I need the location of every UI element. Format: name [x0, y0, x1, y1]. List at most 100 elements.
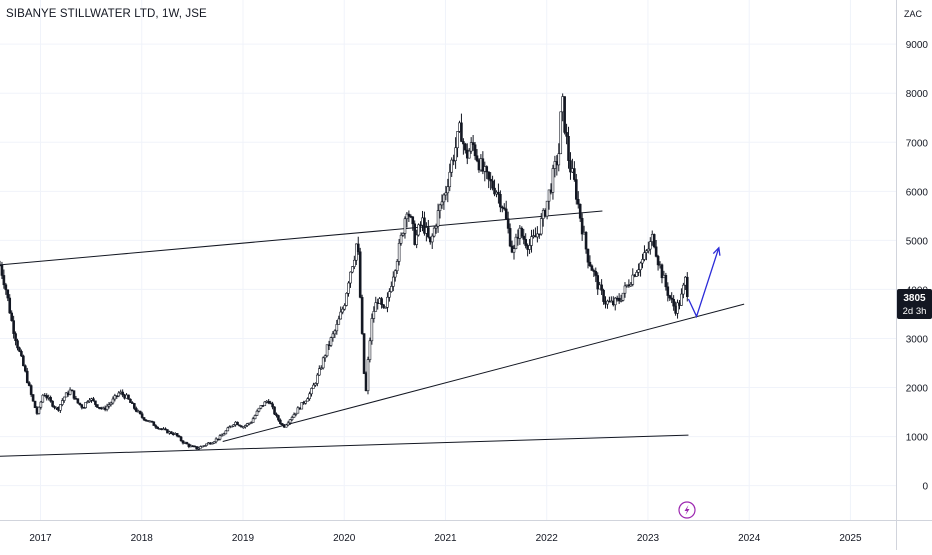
candle-body	[343, 305, 346, 310]
candle-body	[300, 402, 304, 410]
y-tick-label: 8000	[906, 89, 929, 100]
y-tick-label: 9000	[906, 40, 929, 51]
candle-body	[269, 402, 272, 405]
candle-body	[88, 399, 91, 402]
candle-body	[341, 308, 344, 313]
candle-body	[430, 235, 434, 243]
trendlines[interactable]	[0, 210, 745, 457]
candle-body	[273, 406, 276, 415]
chart-title-text: SIBANYE STILLWATER LTD, 1W, JSE	[6, 8, 207, 20]
candle-body	[2, 275, 6, 286]
trendline-rising-support[interactable]	[222, 303, 745, 442]
candle-body	[117, 392, 121, 397]
candle-body	[318, 368, 321, 376]
y-tick-label: 2000	[906, 384, 929, 395]
candle-body	[337, 318, 341, 325]
candle-body	[576, 199, 580, 205]
candle-body	[306, 398, 309, 402]
candle-body	[415, 234, 418, 245]
candle-body	[403, 218, 407, 234]
candle-body	[623, 285, 627, 294]
candle-body	[33, 400, 37, 409]
x-tick-label: 2025	[839, 533, 862, 544]
candle-body	[8, 297, 12, 314]
candle-body	[524, 239, 527, 246]
candle-body	[4, 284, 8, 291]
candle-body	[152, 421, 156, 426]
candle-body	[242, 426, 245, 429]
candle-body	[275, 413, 278, 416]
candle-body	[374, 302, 378, 312]
candle-body	[156, 426, 160, 429]
candle-body	[491, 180, 494, 189]
candle-body	[94, 400, 97, 405]
trendline-long-base[interactable]	[0, 434, 689, 457]
x-tick-label: 2019	[232, 533, 255, 544]
candle-body	[251, 418, 255, 423]
candle-body	[617, 297, 621, 302]
candle-body	[434, 225, 438, 229]
candle-body	[284, 424, 288, 428]
candle-body	[432, 227, 436, 237]
candle-body	[487, 171, 490, 180]
y-tick-label: 5000	[906, 236, 929, 247]
candle-body	[238, 424, 241, 427]
candle-body	[508, 228, 512, 247]
candle-body	[397, 242, 401, 262]
candle-body	[107, 404, 111, 407]
candle-body	[286, 422, 290, 426]
candle-body	[323, 355, 327, 359]
candle-body	[471, 142, 475, 146]
candle-body	[522, 235, 526, 240]
candle-body	[177, 435, 181, 438]
candle-body	[59, 404, 62, 411]
projection-arrow[interactable]	[687, 246, 721, 319]
candle-body	[64, 392, 68, 398]
candle-body	[569, 160, 572, 173]
candle-body	[401, 233, 405, 236]
candle-body	[380, 298, 383, 305]
candle-body	[619, 300, 623, 302]
candle-body	[351, 266, 354, 273]
candle-body	[349, 271, 352, 284]
candle-body	[413, 223, 417, 245]
candle-body	[444, 192, 448, 196]
grid	[0, 0, 896, 520]
candle-body	[78, 402, 82, 405]
x-tick-label: 2020	[333, 533, 356, 544]
candle-body	[520, 227, 524, 237]
candle-body	[279, 419, 282, 424]
candle-body	[399, 234, 403, 244]
candle-body	[448, 171, 452, 188]
candle-body	[271, 403, 274, 408]
candle-body	[170, 431, 173, 434]
candle-body	[567, 136, 570, 161]
candle-body	[530, 236, 533, 246]
candle-body	[631, 274, 635, 285]
candle-body	[559, 111, 563, 155]
x-tick-label: 2021	[434, 533, 457, 544]
candle-body	[594, 271, 598, 276]
candle-body	[514, 236, 518, 249]
candle-body	[304, 400, 307, 404]
candle-body	[573, 168, 576, 180]
candle-body	[345, 293, 348, 306]
lightning-icon-glyph	[684, 505, 690, 515]
candle-body	[528, 245, 531, 250]
candle-body	[450, 159, 453, 173]
candle-body	[253, 415, 257, 420]
candle-body	[232, 424, 235, 427]
candle-body	[45, 395, 49, 399]
candle-body	[14, 333, 17, 341]
candle-body	[68, 389, 72, 395]
candle-body	[249, 422, 253, 424]
candle-body	[142, 417, 146, 421]
candle-body	[596, 275, 600, 290]
trendline-upper-channel[interactable]	[0, 210, 603, 266]
projection-path[interactable]	[687, 247, 720, 319]
candle-body	[12, 320, 15, 334]
lightning-icon[interactable]	[678, 501, 696, 519]
